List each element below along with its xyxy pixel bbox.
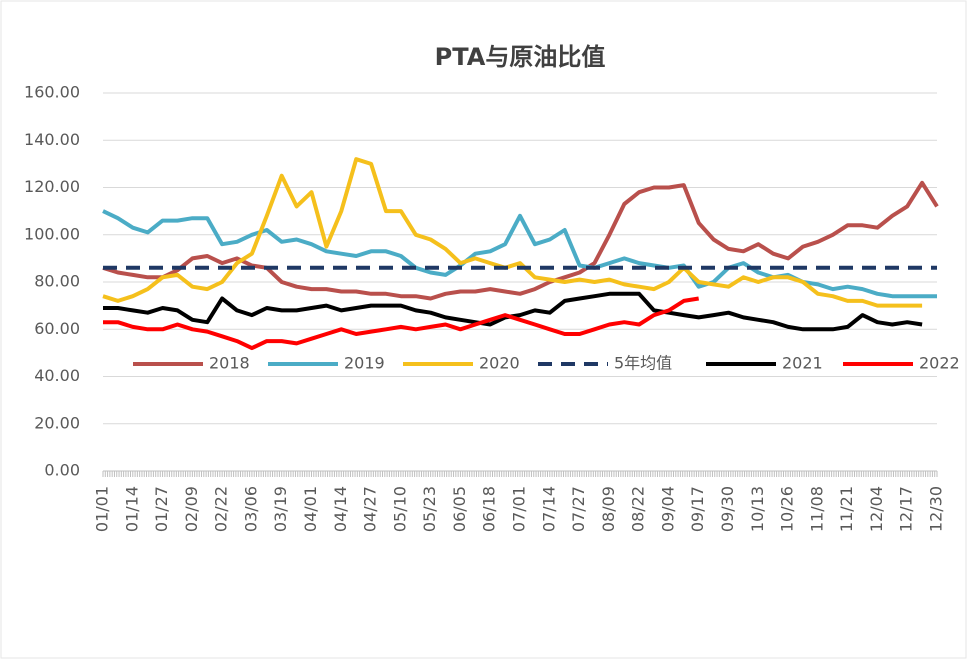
x-tick-label: 10/13 <box>748 486 767 532</box>
x-tick-label: 04/27 <box>361 486 380 532</box>
chart-title: PTA与原油比值 <box>435 43 606 71</box>
y-tick-label: 0.00 <box>44 461 80 480</box>
x-tick-label: 05/23 <box>420 486 439 532</box>
y-tick-label: 60.00 <box>34 319 80 338</box>
legend-label: 5年均值 <box>614 354 672 373</box>
x-tick-label: 05/10 <box>390 486 409 532</box>
series-line <box>102 157 923 308</box>
x-tick-label: 08/22 <box>629 486 648 532</box>
y-tick-label: 100.00 <box>24 224 80 243</box>
legend-label: 2020 <box>479 354 520 373</box>
x-tick-label: 11/08 <box>807 486 826 532</box>
x-tick-label: 12/17 <box>897 486 916 532</box>
y-tick-label: 80.00 <box>34 272 80 291</box>
x-tick-label: 12/30 <box>927 486 946 532</box>
x-tick-label: 01/14 <box>122 486 141 532</box>
x-tick-label: 08/09 <box>599 486 618 532</box>
x-tick-label: 07/27 <box>569 486 588 532</box>
x-tick-label: 07/01 <box>510 486 529 532</box>
y-tick-label: 140.00 <box>24 130 80 149</box>
legend-label: 2022 <box>919 354 960 373</box>
y-tick-label: 40.00 <box>34 366 80 385</box>
legend-label: 2021 <box>782 354 823 373</box>
legend-label: 2019 <box>344 354 385 373</box>
x-tick-label: 07/14 <box>539 486 558 532</box>
y-tick-label: 120.00 <box>24 177 80 196</box>
x-tick-label: 12/04 <box>867 486 886 532</box>
legend-label: 2018 <box>209 354 250 373</box>
x-tick-label: 01/27 <box>152 486 171 532</box>
series-line <box>103 296 700 351</box>
x-tick-label: 06/05 <box>450 486 469 532</box>
y-tick-label: 160.00 <box>24 83 80 102</box>
x-tick-label: 04/14 <box>331 486 350 532</box>
x-tick-label: 04/01 <box>301 486 320 532</box>
x-tick-label: 11/21 <box>837 486 856 532</box>
x-tick-label: 06/18 <box>480 486 499 532</box>
x-tick-label: 09/17 <box>688 486 707 532</box>
x-tick-label: 10/26 <box>778 486 797 532</box>
x-tick-label: 02/22 <box>212 486 231 532</box>
x-tick-label: 09/30 <box>718 486 737 532</box>
x-tick-label: 03/06 <box>241 486 260 532</box>
y-tick-label: 20.00 <box>34 413 80 432</box>
x-tick-label: 02/09 <box>182 486 201 532</box>
x-tick-label: 09/04 <box>658 486 677 532</box>
x-tick-label: 03/19 <box>271 486 290 532</box>
x-tick-label: 01/01 <box>93 486 112 532</box>
